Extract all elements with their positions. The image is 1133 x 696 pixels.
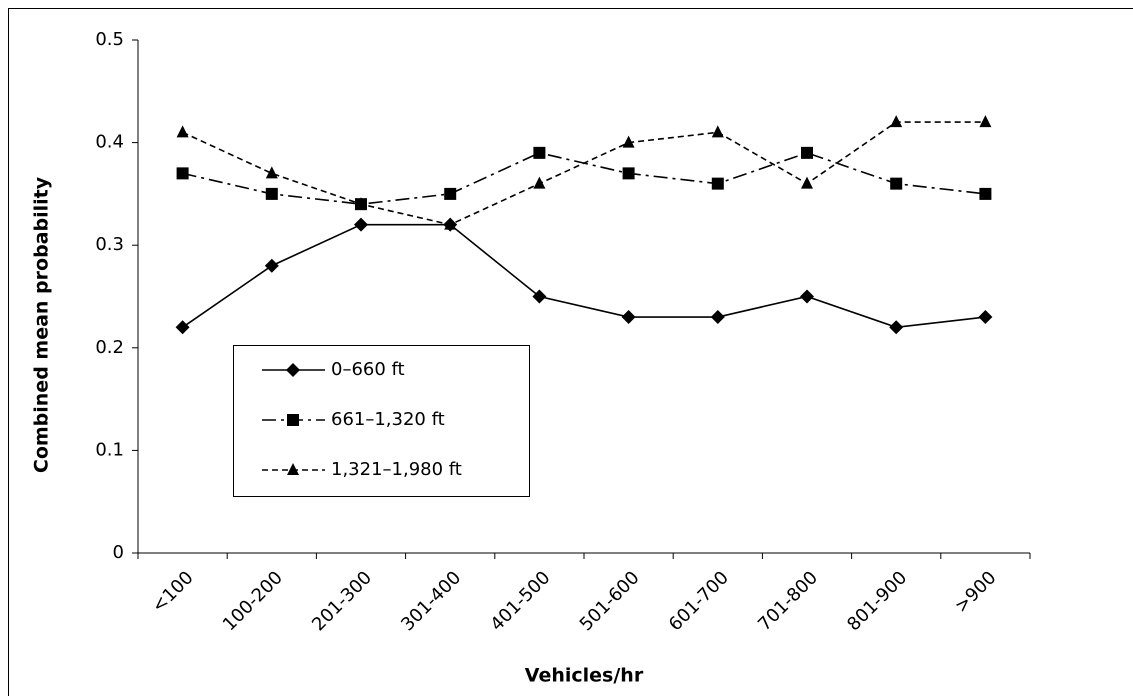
data-point [533,176,546,189]
x-tick-label: 501-600 [576,567,644,635]
x-tick-label: 100-200 [219,567,287,635]
data-point [265,166,278,179]
x-tick-label: 201-300 [308,567,376,635]
y-tick-label: 0.4 [95,132,124,153]
data-point [355,197,367,210]
series-line [182,121,986,226]
x-tick-label: 801-900 [843,567,911,635]
legend-label: 1,321–1,980 ft [331,459,462,480]
chart-frame [8,8,1133,696]
data-point [176,125,189,138]
data-point [621,310,636,325]
data-point [175,320,190,335]
data-point [444,187,457,200]
y-tick-label: 0.1 [95,439,124,460]
data-point [800,289,814,304]
x-axis-title: Vehicles/hr [525,665,644,687]
legend-marker [287,414,299,426]
legend-marker [287,463,299,475]
x-tick-label: 601-700 [665,567,733,635]
data-point [711,177,724,190]
data-point [533,146,546,159]
data-point [264,258,279,273]
data-point [444,217,457,230]
legend-label: 0–660 ft [331,359,405,380]
data-point [710,310,725,325]
data-point [265,187,278,200]
x-tick-label: 701-800 [754,567,822,635]
y-tick-label: 0 [113,542,124,563]
data-point [890,115,903,128]
x-tick-label: 301-400 [397,567,465,635]
data-point [978,310,993,325]
y-tick-label: 0.2 [95,337,124,358]
data-point [622,135,635,148]
data-point [801,146,813,159]
y-tick-label: 0.5 [95,29,124,50]
data-point [622,167,635,180]
y-tick-label: 0.3 [95,234,124,255]
data-point [889,320,904,335]
data-point [979,115,992,128]
x-tick-label: <100 [148,567,198,617]
series-line [182,223,986,329]
data-point [801,176,813,189]
series-line [182,152,986,205]
data-point [532,289,547,304]
data-point [176,167,189,180]
data-point [979,187,992,200]
legend-marker [286,363,300,377]
data-point [711,125,724,138]
data-point [890,177,903,190]
x-tick-label: >900 [951,567,1001,617]
x-tick-label: 401-500 [486,567,554,635]
y-axis-title: Combined mean probability [31,176,53,473]
legend-label: 661–1,320 ft [331,409,445,430]
data-point [354,217,368,232]
